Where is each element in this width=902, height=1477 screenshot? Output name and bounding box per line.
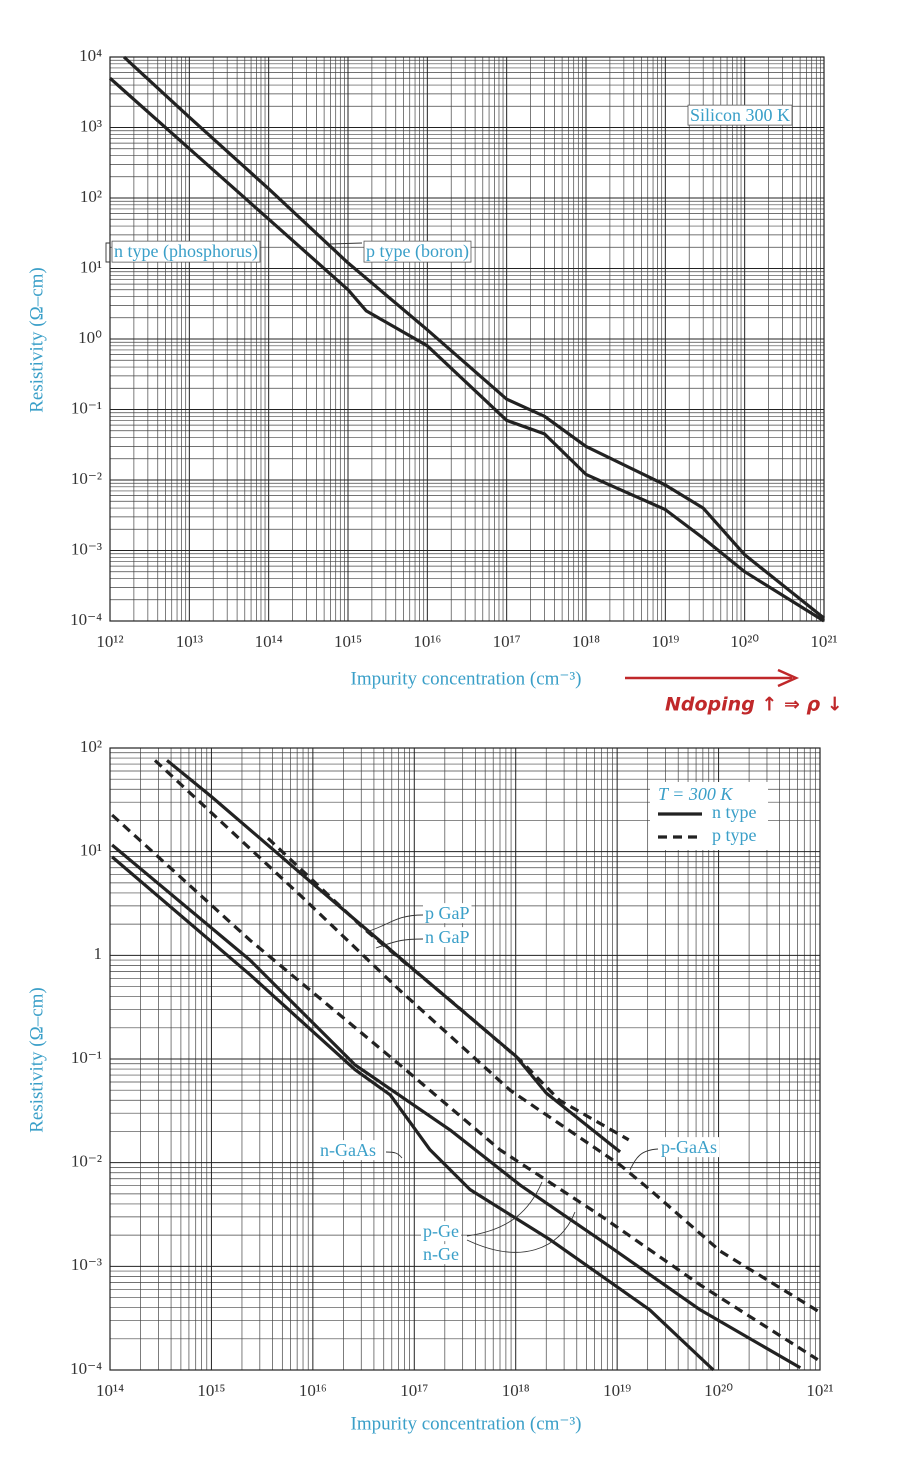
label-leader <box>329 242 363 245</box>
label-box <box>423 927 472 948</box>
y-tick-label: 10⁻² <box>71 1152 102 1171</box>
series-line <box>111 843 802 1370</box>
label-leader <box>365 914 424 933</box>
y-tick-label: 10⁻⁴ <box>70 1359 102 1378</box>
y-tick-label: 10⁻³ <box>71 539 102 558</box>
x-tick-label: 10²⁰ <box>704 1381 733 1400</box>
series-label: p-Ge <box>423 1221 459 1241</box>
label-leader <box>629 1148 659 1171</box>
x-tick-label: 10¹⁶ <box>299 1381 327 1400</box>
series-label: n GaP <box>425 927 470 947</box>
x-tick-label: 10¹⁹ <box>651 632 679 651</box>
plot-frame <box>109 747 821 1371</box>
x-tick-label: 10¹⁷ <box>493 632 521 651</box>
y-tick-label: 10⁻¹ <box>71 1048 102 1067</box>
label-box <box>659 1137 719 1158</box>
series-line <box>111 855 715 1372</box>
label-box <box>421 1221 461 1242</box>
series-label: n-Ge <box>423 1244 459 1264</box>
x-tick-label: 10¹⁵ <box>197 1381 225 1400</box>
legend-box <box>650 782 768 850</box>
x-tick-label: 10¹⁹ <box>603 1381 631 1400</box>
label-leader <box>375 938 424 949</box>
series-label: p type (boron) <box>366 241 469 262</box>
x-tick-label: 10¹⁴ <box>255 632 283 651</box>
x-axis-label: Impurity concentration (cm⁻³) <box>351 1413 582 1434</box>
red-arrowhead <box>777 668 800 688</box>
y-tick-label: 10⁰ <box>78 328 102 347</box>
y-tick-label: 10² <box>80 187 102 206</box>
series-label: n type (phosphorus) <box>114 241 258 262</box>
x-tick-label: 10¹⁸ <box>572 632 600 651</box>
label-box <box>318 1140 378 1161</box>
y-tick-label: 10² <box>80 737 102 756</box>
y-tick-label: 10¹ <box>80 257 102 276</box>
series-label: Silicon 300 K <box>690 105 790 125</box>
y-axis-label: Resistivity (Ω–cm) <box>26 987 47 1133</box>
x-tick-label: 10²¹ <box>810 632 837 651</box>
y-tick-label: 10³ <box>80 116 102 135</box>
y-tick-label: 10⁻³ <box>71 1255 102 1274</box>
y-tick-label: 10⁻⁴ <box>70 610 102 629</box>
label-box <box>363 240 472 263</box>
y-axis-label: Resistivity (Ω–cm) <box>26 267 47 413</box>
series-label: p-GaAs <box>661 1137 717 1157</box>
label-leader <box>466 1181 543 1237</box>
series-line <box>111 813 819 1361</box>
series-line <box>108 77 825 623</box>
label-leader <box>105 242 110 263</box>
x-tick-label: 10¹³ <box>176 632 203 651</box>
legend-title: T = 300 K <box>658 784 733 804</box>
series-label: p GaP <box>425 903 470 923</box>
x-tick-label: 10¹⁸ <box>502 1381 530 1400</box>
label-box <box>421 1244 461 1265</box>
x-tick-label: 10²¹ <box>806 1381 833 1400</box>
label-box <box>687 104 793 126</box>
legend-label: n type <box>712 802 757 822</box>
x-tick-label: 10¹² <box>96 632 123 651</box>
x-tick-label: 10²⁰ <box>730 632 759 651</box>
y-tick-label: 10⁻² <box>71 469 102 488</box>
x-tick-label: 10¹⁷ <box>400 1381 428 1400</box>
x-tick-label: 10¹⁶ <box>413 632 441 651</box>
y-tick-label: 10⁻¹ <box>71 398 102 417</box>
y-tick-label: 1 <box>94 944 103 963</box>
legend-label: p type <box>712 825 757 845</box>
label-box <box>423 903 472 924</box>
x-axis-label: Impurity concentration (cm⁻³) <box>351 668 582 689</box>
series-label: n-GaAs <box>320 1140 376 1160</box>
y-tick-label: 10¹ <box>80 841 102 860</box>
series-line <box>122 55 825 620</box>
handwritten-note: Ndoping ↑ ⇒ ρ ↓ <box>665 694 843 716</box>
x-tick-label: 10¹⁵ <box>334 632 362 651</box>
y-tick-label: 10⁴ <box>79 46 102 65</box>
x-tick-label: 10¹⁴ <box>96 1381 124 1400</box>
label-leader <box>385 1151 403 1159</box>
plot-frame <box>109 56 825 622</box>
label-box <box>111 240 261 263</box>
series-line <box>266 837 630 1142</box>
label-leader <box>466 1211 576 1253</box>
